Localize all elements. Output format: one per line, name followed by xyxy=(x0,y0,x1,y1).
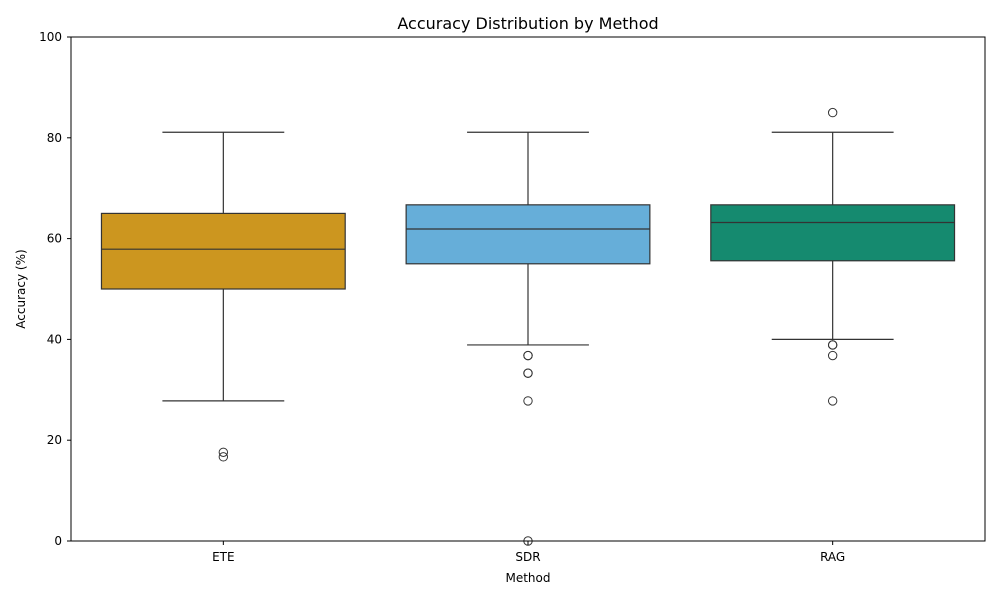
outlier-point xyxy=(523,350,533,361)
y-tick-label: 40 xyxy=(47,332,62,346)
outlier-point xyxy=(523,368,533,378)
iqr-box xyxy=(405,204,651,265)
y-tick-label: 20 xyxy=(47,433,62,447)
outlier-point xyxy=(827,107,838,118)
outlier-point xyxy=(218,447,229,457)
iqr-box xyxy=(710,204,956,262)
outlier-point xyxy=(218,452,229,462)
y-axis-label: Accuracy (%) xyxy=(14,249,28,328)
box-group-rag xyxy=(710,107,956,406)
chart-title: Accuracy Distribution by Method xyxy=(397,14,658,33)
x-axis-label: Method xyxy=(505,571,550,585)
x-tick-label: ETE xyxy=(212,550,235,564)
y-tick-label: 60 xyxy=(47,232,62,246)
y-tick-label: 0 xyxy=(54,534,62,548)
outlier-point xyxy=(827,396,838,406)
y-tick-label: 100 xyxy=(39,30,62,44)
iqr-box xyxy=(100,212,346,290)
box-group-sdr xyxy=(405,131,651,546)
y-tick-label: 80 xyxy=(47,131,62,145)
outlier-point xyxy=(827,340,838,350)
x-tick-label: SDR xyxy=(515,550,540,564)
x-tick-label: RAG xyxy=(820,550,845,564)
outlier-point xyxy=(523,396,533,406)
outlier-point xyxy=(827,350,838,361)
box-group-ete xyxy=(100,131,346,462)
